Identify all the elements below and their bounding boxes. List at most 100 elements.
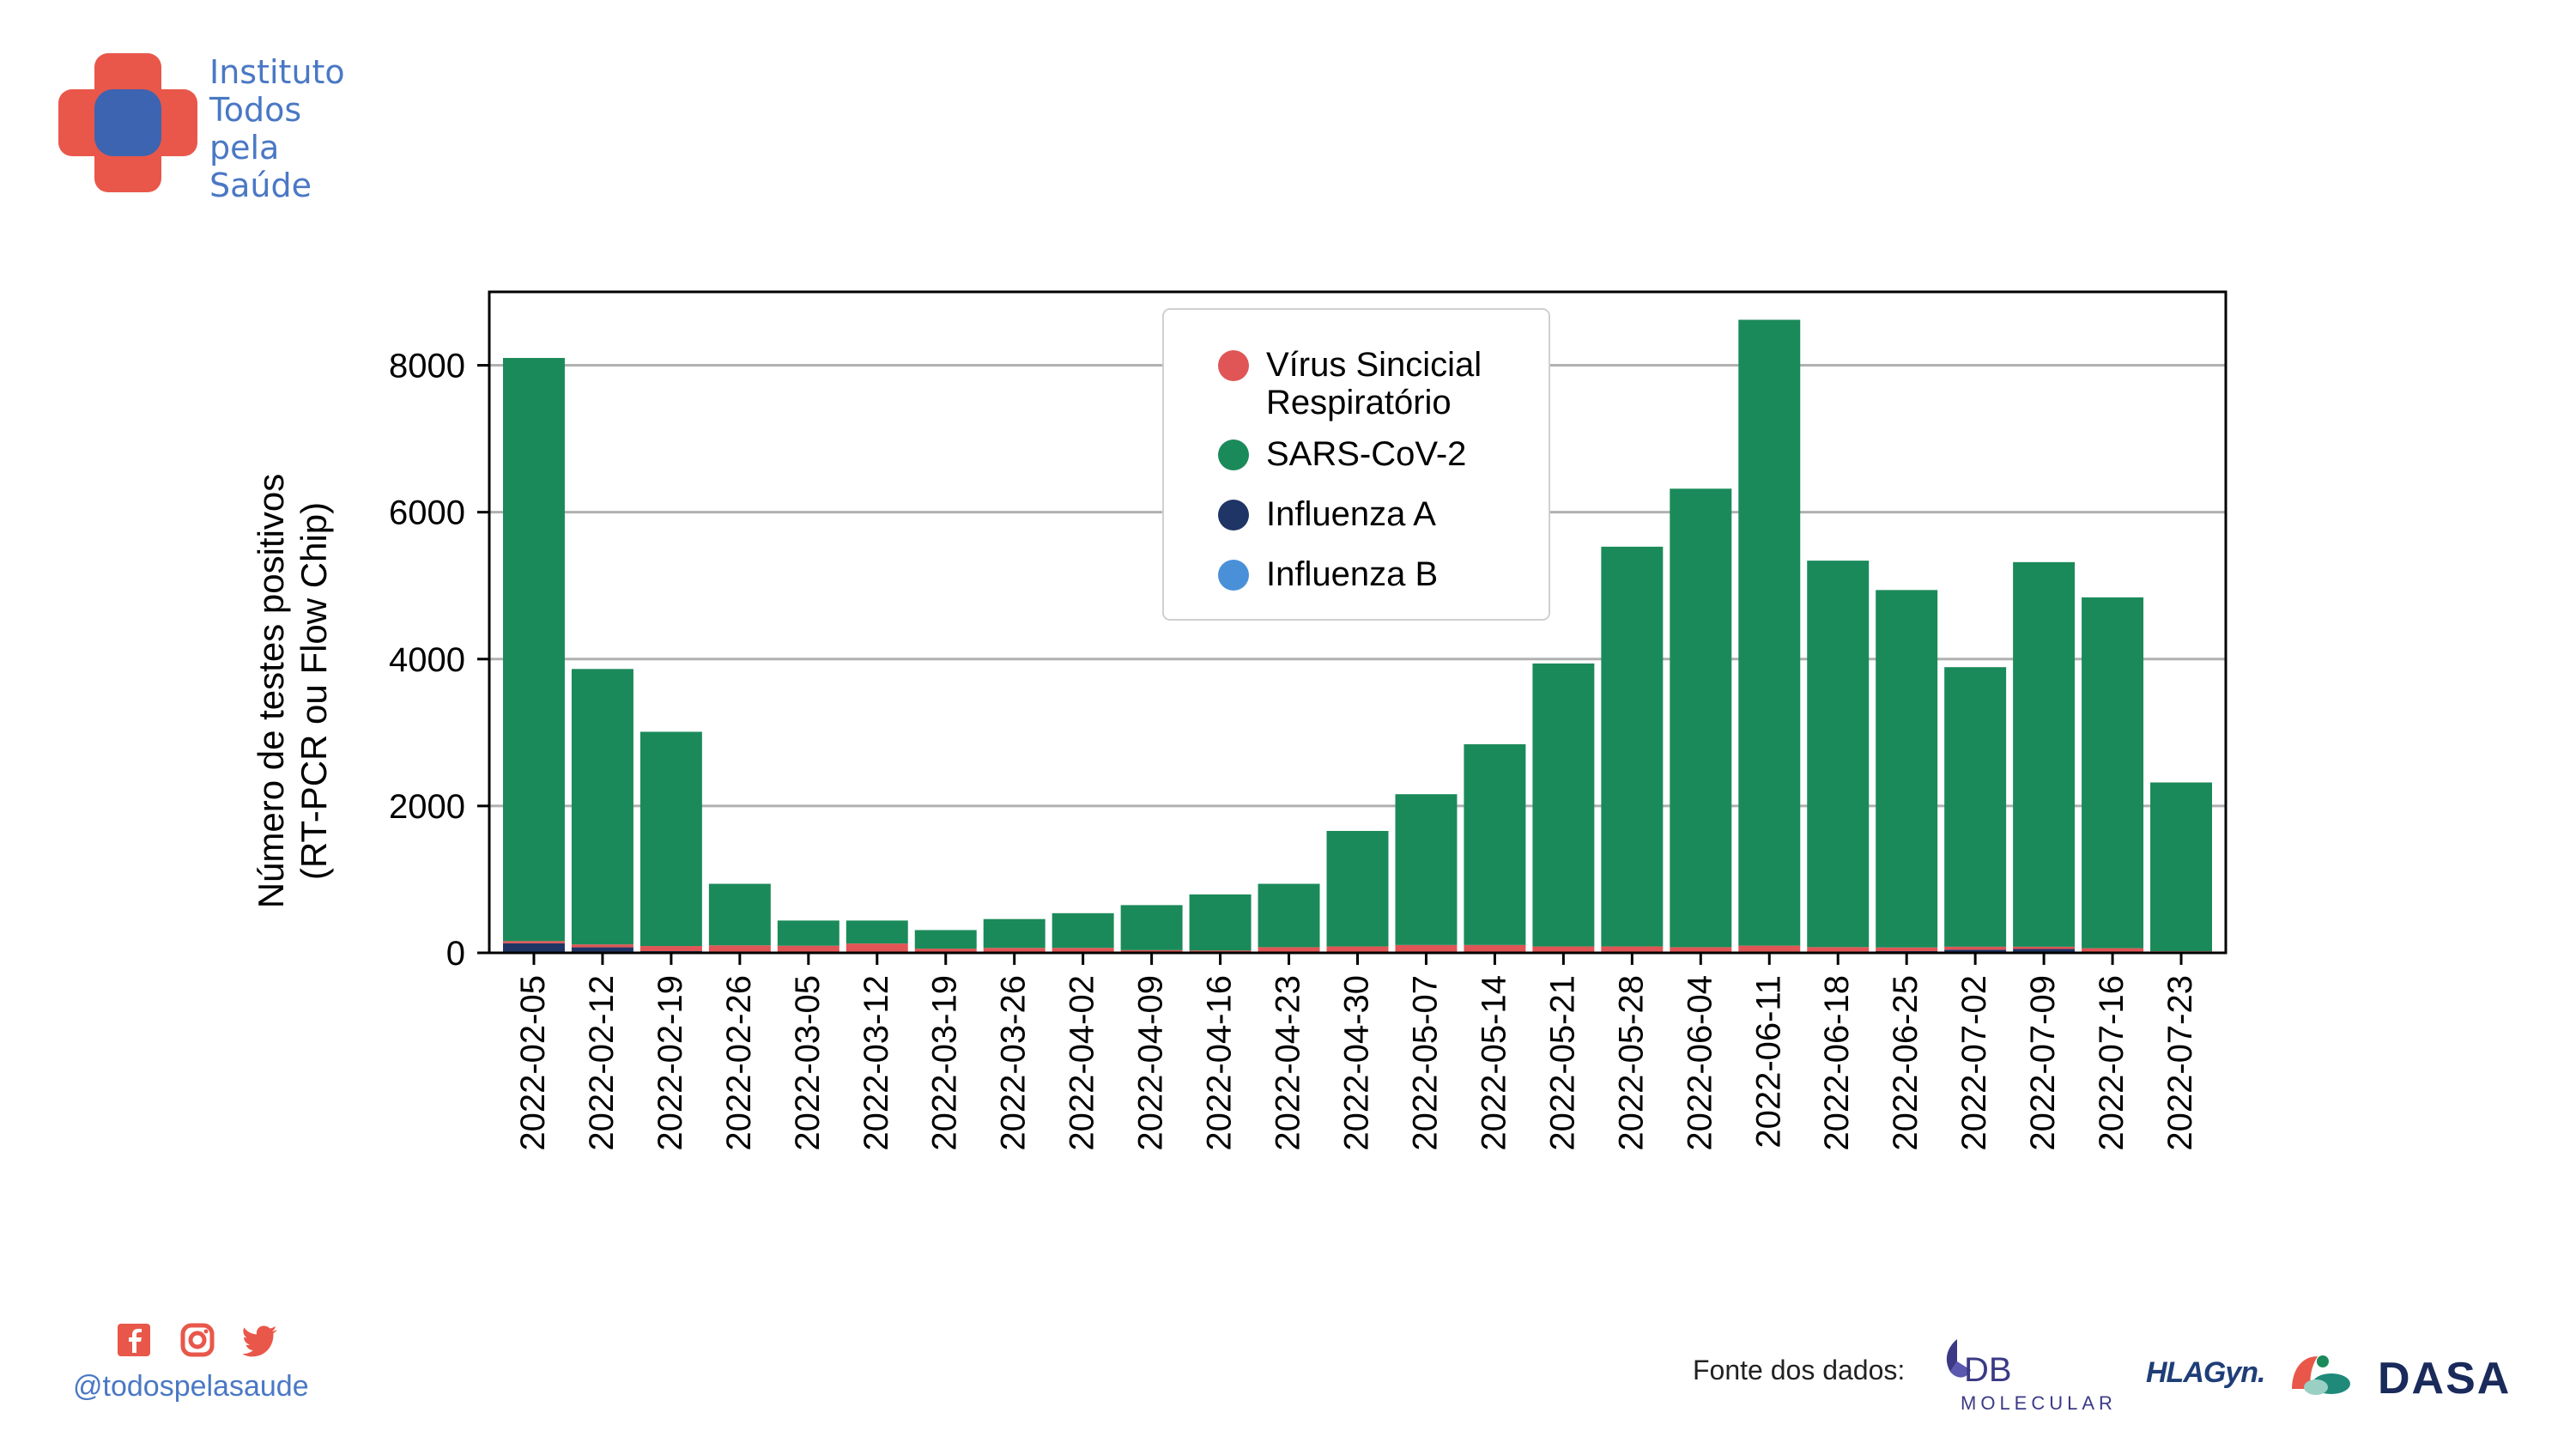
plot-frame xyxy=(488,290,2227,955)
bar-influenza-a-2022-07-09 xyxy=(2013,949,2076,953)
x-tick-label: 2022-04-02 xyxy=(1064,975,1101,1151)
y-tick-label: 6000 xyxy=(389,494,465,532)
bar-v-rus-sincicial-respirat-rio-2022-07-09 xyxy=(2013,946,2076,949)
bar-sars-cov-2-2022-02-05 xyxy=(502,358,565,942)
bar-sars-cov-2-2022-07-09 xyxy=(2013,561,2076,947)
bar-v-rus-sincicial-respirat-rio-2022-06-11 xyxy=(1738,945,1801,952)
bar-sars-cov-2-2022-03-05 xyxy=(777,920,839,946)
x-tick-label: 2022-06-11 xyxy=(1749,975,1787,1149)
legend-marker xyxy=(1218,350,1249,381)
x-tick-label: 2022-04-30 xyxy=(1338,975,1376,1151)
legend-marker xyxy=(1218,560,1249,591)
bar-v-rus-sincicial-respirat-rio-2022-06-25 xyxy=(1876,947,1938,952)
x-tick-label: 2022-02-05 xyxy=(514,975,552,1151)
institute-name: Instituto Todos pela Saúde xyxy=(209,53,345,204)
dasa-logo: DASA xyxy=(2378,1349,2524,1410)
hlagyn-logo-text: HLAGyn. xyxy=(2146,1356,2265,1389)
bar-sars-cov-2-2022-06-25 xyxy=(1876,590,1938,948)
x-tick-label: 2022-07-02 xyxy=(1955,975,1993,1151)
y-axis-label: Número de testes positivos xyxy=(251,474,291,909)
x-tick-label: 2022-03-19 xyxy=(926,975,964,1151)
legend-label: SARS-CoV-2 xyxy=(1266,435,1466,473)
bar-v-rus-sincicial-respirat-rio-2022-04-16 xyxy=(1189,950,1252,953)
bar-v-rus-sincicial-respirat-rio-2022-02-05 xyxy=(502,941,565,943)
bar-v-rus-sincicial-respirat-rio-2022-03-19 xyxy=(914,949,977,953)
bar-sars-cov-2-2022-03-26 xyxy=(983,919,1046,949)
institute-name-line: Instituto xyxy=(209,53,345,91)
bar-sars-cov-2-2022-06-04 xyxy=(1670,488,1732,948)
data-source-credits: Fonte dos dados: DB MOLECULAR HLAGyn. DA… xyxy=(1682,1331,2541,1425)
bar-v-rus-sincicial-respirat-rio-2022-03-12 xyxy=(846,943,908,953)
y-tick-label: 2000 xyxy=(389,788,465,826)
bar-v-rus-sincicial-respirat-rio-2022-06-18 xyxy=(1807,947,1870,952)
legend-marker xyxy=(1218,440,1249,470)
x-tick-label: 2022-07-23 xyxy=(2161,975,2199,1151)
bar-v-rus-sincicial-respirat-rio-2022-05-28 xyxy=(1601,946,1664,953)
bar-v-rus-sincicial-respirat-rio-2022-05-21 xyxy=(1532,946,1595,953)
x-tick-label: 2022-07-16 xyxy=(2093,975,2131,1151)
bar-v-rus-sincicial-respirat-rio-2022-04-30 xyxy=(1326,946,1389,953)
social-handle[interactable]: @todospelasaude xyxy=(73,1370,309,1403)
x-tick-label: 2022-05-14 xyxy=(1475,975,1512,1151)
bar-sars-cov-2-2022-05-28 xyxy=(1601,546,1664,947)
legend-label: Respiratório xyxy=(1266,384,1452,421)
institute-name-line: pela xyxy=(209,129,280,167)
bar-sars-cov-2-2022-03-19 xyxy=(914,930,977,949)
bar-v-rus-sincicial-respirat-rio-2022-02-12 xyxy=(571,944,633,948)
x-tick-label: 2022-02-26 xyxy=(720,975,758,1151)
bar-sars-cov-2-2022-02-26 xyxy=(708,883,771,946)
bar-sars-cov-2-2022-03-12 xyxy=(846,920,908,944)
bar-influenza-a-2022-02-05 xyxy=(502,943,565,953)
x-tick-label: 2022-04-09 xyxy=(1132,975,1170,1151)
x-tick-label: 2022-02-19 xyxy=(652,975,689,1151)
cross-logo-icon xyxy=(58,53,197,192)
x-tick-label: 2022-05-28 xyxy=(1612,975,1650,1151)
bar-sars-cov-2-2022-04-23 xyxy=(1258,883,1320,948)
x-tick-label: 2022-04-23 xyxy=(1270,975,1307,1151)
y-tick-label: 8000 xyxy=(389,348,465,385)
x-tick-label: 2022-03-05 xyxy=(789,975,827,1151)
bar-sars-cov-2-2022-04-02 xyxy=(1052,912,1114,949)
data-source-label: Fonte dos dados: xyxy=(1693,1355,1906,1385)
bar-sars-cov-2-2022-05-14 xyxy=(1464,744,1526,945)
hlagyn-logo: HLAGyn. xyxy=(2146,1346,2369,1415)
x-tick-label: 2022-07-09 xyxy=(2024,975,2062,1151)
instagram-icon[interactable] xyxy=(179,1322,215,1358)
legend-label: Vírus Sincicial xyxy=(1266,346,1482,384)
x-tick-label: 2022-06-18 xyxy=(1818,975,1856,1151)
x-tick-label: 2022-06-04 xyxy=(1681,975,1718,1151)
y-tick-label: 0 xyxy=(446,935,465,973)
bar-v-rus-sincicial-respirat-rio-2022-04-09 xyxy=(1120,949,1183,953)
facebook-icon[interactable] xyxy=(116,1322,152,1358)
bar-sars-cov-2-2022-04-09 xyxy=(1120,905,1183,950)
legend-label: Influenza B xyxy=(1266,555,1438,593)
legend-label: Influenza A xyxy=(1266,495,1436,533)
social-footer: @todospelasaude xyxy=(73,1322,348,1404)
bar-influenza-a-2022-02-12 xyxy=(571,947,633,953)
bar-v-rus-sincicial-respirat-rio-2022-07-16 xyxy=(2082,948,2144,952)
institute-name-line: Saúde xyxy=(209,167,312,204)
bar-sars-cov-2-2022-07-16 xyxy=(2082,597,2144,949)
bar-influenza-a-2022-07-02 xyxy=(1944,949,2007,953)
bar-v-rus-sincicial-respirat-rio-2022-04-02 xyxy=(1052,948,1114,953)
bar-v-rus-sincicial-respirat-rio-2022-03-26 xyxy=(983,948,1046,953)
bar-sars-cov-2-2022-05-21 xyxy=(1532,663,1595,947)
x-tick-label: 2022-05-07 xyxy=(1406,975,1444,1151)
dasa-logo-text: DASA xyxy=(2378,1354,2512,1404)
x-tick-label: 2022-02-12 xyxy=(583,975,621,1151)
db-logo-subtext: MOLECULAR xyxy=(1961,1392,2117,1414)
db-molecular-logo: DB MOLECULAR xyxy=(1931,1331,2120,1425)
legend-marker xyxy=(1218,500,1249,530)
bar-v-rus-sincicial-respirat-rio-2022-07-02 xyxy=(1944,946,2007,950)
bar-v-rus-sincicial-respirat-rio-2022-05-07 xyxy=(1395,944,1458,953)
bar-v-rus-sincicial-respirat-rio-2022-05-14 xyxy=(1464,944,1526,953)
bar-v-rus-sincicial-respirat-rio-2022-02-19 xyxy=(639,946,702,952)
bar-sars-cov-2-2022-07-23 xyxy=(2150,782,2213,952)
db-logo-text: DB xyxy=(1964,1351,2012,1389)
x-tick-label: 2022-06-25 xyxy=(1887,975,1924,1151)
x-tick-label: 2022-03-12 xyxy=(858,975,895,1151)
twitter-icon[interactable] xyxy=(242,1322,279,1358)
bar-v-rus-sincicial-respirat-rio-2022-06-04 xyxy=(1670,947,1732,953)
bar-sars-cov-2-2022-06-18 xyxy=(1807,561,1870,948)
